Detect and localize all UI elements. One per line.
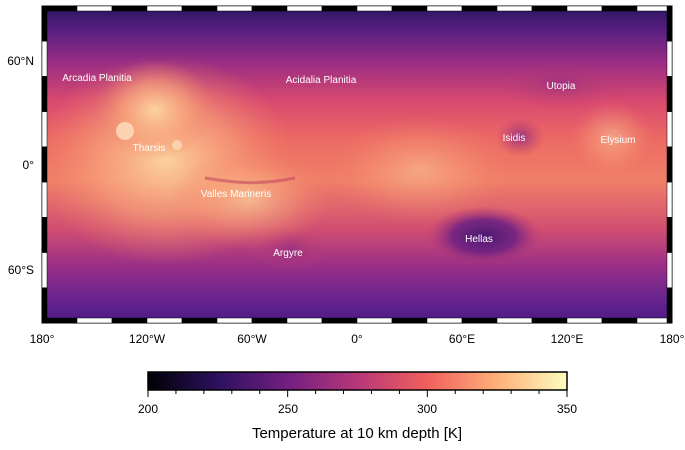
lon-label-0: 0°	[351, 332, 363, 346]
temperature-field	[42, 6, 672, 323]
frame-segment	[531, 317, 568, 324]
frame-segment	[216, 5, 253, 12]
colorbar-tick-label-250: 250	[278, 402, 298, 416]
frame-segment	[666, 146, 673, 183]
frame-segment	[41, 40, 48, 77]
colorbar-tick-label-350: 350	[557, 402, 577, 416]
frame-segment	[41, 76, 48, 112]
lon-label-120e: 120°E	[551, 332, 584, 346]
region-label-valles-marineris: Valles Marineris	[201, 189, 271, 200]
region-label-tharsis: Tharsis	[133, 143, 166, 154]
frame-segment	[41, 146, 48, 183]
valles-warm	[170, 150, 330, 250]
region-label-hellas: Hellas	[465, 234, 493, 245]
frame-segment	[666, 181, 673, 218]
region-label-elysium: Elysium	[600, 135, 635, 146]
valles-marineris-canyon	[204, 176, 296, 185]
colorbar-tick-labels: 200 250 300 350	[138, 402, 577, 416]
frame-segment	[321, 317, 358, 324]
frame-segment	[76, 317, 113, 324]
frame-segment	[666, 111, 673, 148]
frame-segment	[111, 5, 148, 12]
frame-segment	[76, 5, 113, 12]
latitude-labels: 60°N 0° 60°S	[7, 54, 34, 277]
frame-segment	[41, 111, 48, 148]
frame-segment	[286, 5, 323, 12]
frame-segment	[41, 217, 48, 253]
frame-segment	[146, 5, 183, 12]
frame-segment	[566, 317, 603, 324]
isidis-basin	[495, 117, 545, 157]
frame-segment	[666, 252, 673, 289]
arabia-warm	[330, 115, 510, 225]
frame-segment	[496, 317, 533, 324]
map-panel: Arcadia Planitia Acidalia Planitia Utopi…	[7, 5, 685, 346]
frame-segment	[461, 5, 498, 12]
frame-segment	[426, 5, 463, 12]
lon-label-120w: 120°W	[129, 332, 166, 346]
elysium-warm	[570, 100, 654, 176]
frame-segment	[531, 5, 568, 12]
frame-segment	[566, 5, 603, 12]
lat-label-0: 0°	[23, 158, 35, 172]
map-frame-ticks	[41, 5, 673, 324]
frame-segment	[41, 5, 48, 42]
olympus-mons-spot	[116, 122, 134, 140]
colorbar: 200 250 300 350 Temperature at 10 km dep…	[138, 371, 577, 442]
frame-segment	[601, 5, 638, 12]
argyre-basin	[255, 228, 325, 272]
tharsis-montes-spot	[172, 140, 182, 150]
region-label-utopia: Utopia	[547, 81, 576, 92]
colorbar-label: Temperature at 10 km depth [K]	[252, 425, 462, 442]
frame-segment	[181, 317, 218, 324]
longitude-labels: 180° 120°W 60°W 0° 60°E 120°E 180°	[30, 332, 685, 346]
hellas-basin	[426, 206, 542, 266]
colorbar-gradient-bar	[147, 371, 568, 391]
lon-label-180e: 180°	[660, 332, 685, 346]
frame-segment	[666, 5, 673, 42]
frame-segment	[666, 40, 673, 77]
frame-segment	[251, 317, 288, 324]
lat-label-60s: 60°S	[8, 263, 34, 277]
frame-segment	[41, 252, 48, 289]
frame-segment	[496, 5, 533, 12]
region-label-argyre: Argyre	[273, 248, 303, 259]
frame-segment	[111, 317, 148, 324]
colorbar-tick-label-300: 300	[417, 402, 437, 416]
frame-segment	[391, 5, 428, 12]
frame-segment	[426, 317, 463, 324]
frame-segment	[461, 317, 498, 324]
lon-label-60w: 60°W	[237, 332, 267, 346]
utopia-basin	[500, 60, 620, 110]
frame-segment	[146, 317, 183, 324]
colorbar-tick-label-200: 200	[138, 402, 158, 416]
region-labels: Arcadia Planitia Acidalia Planitia Utopi…	[62, 73, 635, 259]
region-label-acidalia: Acidalia Planitia	[286, 75, 357, 86]
frame-segment	[216, 317, 253, 324]
lon-label-180w: 180°	[30, 332, 55, 346]
region-label-arcadia: Arcadia Planitia	[62, 73, 132, 84]
frame-segment	[601, 317, 638, 324]
frame-segment	[41, 181, 48, 218]
frame-segment	[356, 5, 393, 12]
colorbar-ticks	[147, 390, 568, 397]
region-label-isidis: Isidis	[503, 133, 526, 144]
frame-segment	[41, 287, 48, 324]
frame-segment	[181, 5, 218, 12]
frame-segment	[666, 76, 673, 112]
frame-segment	[286, 317, 323, 324]
frame-segment	[356, 317, 393, 324]
lat-label-60n: 60°N	[7, 54, 34, 68]
frame-segment	[666, 287, 673, 324]
frame-segment	[391, 317, 428, 324]
frame-segment	[666, 217, 673, 253]
frame-segment	[251, 5, 288, 12]
frame-segment	[321, 5, 358, 12]
lon-label-60e: 60°E	[449, 332, 475, 346]
